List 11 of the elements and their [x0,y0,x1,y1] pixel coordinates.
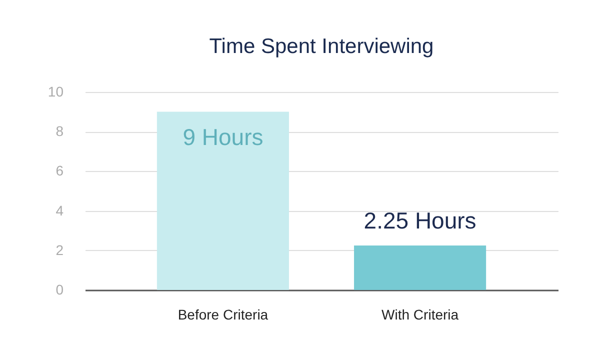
y-tick-label: 4 [56,202,64,218]
y-tick-label: 10 [48,84,64,100]
chart-title: Time Spent Interviewing [209,35,434,58]
data-label: 9 Hours [182,124,264,150]
x-tick-label: Before Criteria [178,306,268,322]
y-tick-label: 6 [56,162,64,179]
y-tick-label: 0 [56,282,64,298]
y-tick-label: 8 [56,123,64,140]
data-label: 2.25 Hours [364,207,476,234]
x-tick-label: With Criteria [382,306,459,322]
y-tick-label: 2 [56,242,64,258]
